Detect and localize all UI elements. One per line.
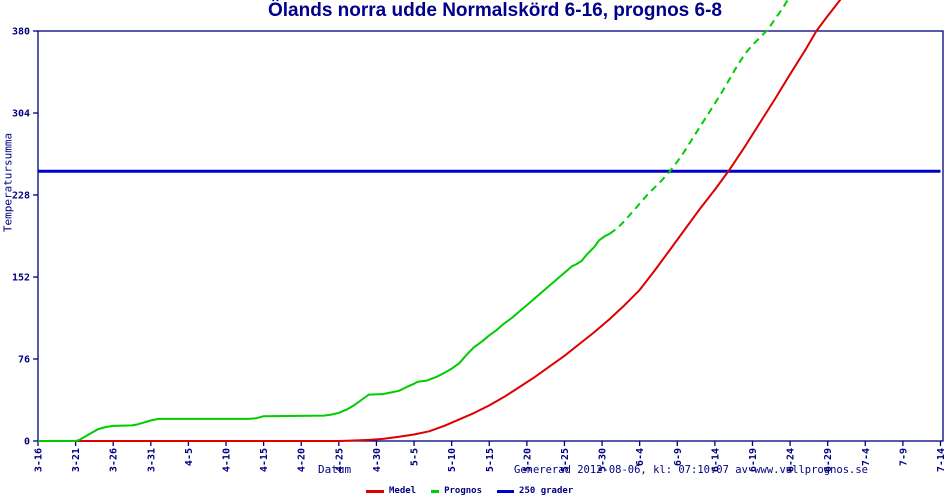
x-axis-label: Datum	[318, 463, 352, 476]
y-axis-label: Temperatursumma	[1, 132, 15, 233]
x-tick-label: 5-10	[447, 448, 458, 472]
chart-title: Ölands norra udde Normalskörd 6-16, prog…	[268, 0, 722, 21]
y-tick-label: 152	[12, 273, 30, 284]
x-tick-label: 6-14	[710, 448, 721, 472]
y-tick-label: 228	[12, 191, 30, 202]
legend: Medel Prognos 250 grader	[366, 486, 573, 496]
x-tick-label: 3-21	[71, 448, 82, 472]
medel-line-swatch	[366, 489, 384, 493]
x-tick-label: 3-16	[34, 448, 45, 472]
x-tick-label: 6-24	[786, 448, 797, 472]
series-line-prognos	[38, 232, 611, 442]
x-tick-label: 3-26	[109, 448, 120, 472]
grader-line-swatch	[497, 489, 515, 493]
legend-item-medel: Medel	[366, 486, 416, 496]
x-tick-label: 5-25	[560, 448, 571, 472]
x-tick-label: 7-14	[936, 448, 947, 472]
x-tick-label: 4-30	[372, 448, 383, 472]
y-tick-label: 76	[18, 355, 30, 366]
x-tick-label: 6-9	[673, 448, 684, 466]
x-tick-label: 7-4	[861, 448, 872, 466]
x-tick-label: 4-15	[259, 448, 270, 472]
x-tick-label: 6-19	[748, 448, 759, 472]
x-tick-label: 6-29	[823, 448, 834, 472]
x-tick-label: 4-20	[297, 448, 308, 472]
plot-border	[37, 30, 944, 442]
x-tick-label: 5-5	[410, 448, 421, 466]
x-tick-label: 4-10	[222, 448, 233, 472]
y-tick-label: 304	[12, 109, 30, 120]
x-tick-label: 7-9	[898, 448, 909, 466]
legend-item-250-grader: 250 grader	[497, 486, 573, 496]
series-line-medel	[38, 0, 842, 442]
series-line-prognos-prognosdel-	[609, 0, 789, 235]
x-tick-label: 6-4	[635, 448, 646, 466]
x-tick-label: 5-30	[598, 448, 609, 472]
legend-label-prognos: Prognos	[444, 486, 483, 496]
y-tick-label: 0	[24, 437, 30, 448]
legend-label-250-grader: 250 grader	[519, 486, 574, 496]
x-tick-label: 5-15	[485, 448, 496, 472]
x-tick-label: 4-5	[184, 448, 195, 466]
prognos-line-swatch	[431, 489, 440, 493]
y-tick-label: 380	[12, 27, 30, 38]
x-tick-label: 3-31	[146, 448, 157, 472]
x-tick-label: 4-25	[334, 448, 345, 472]
footer-generated-text: Genererad 2012-08-06, kl: 07:10:07 av ww…	[514, 464, 869, 476]
legend-item-prognos: Prognos	[431, 486, 482, 496]
x-tick-label: 5-20	[522, 448, 533, 472]
legend-label-medel: Medel	[389, 486, 417, 496]
